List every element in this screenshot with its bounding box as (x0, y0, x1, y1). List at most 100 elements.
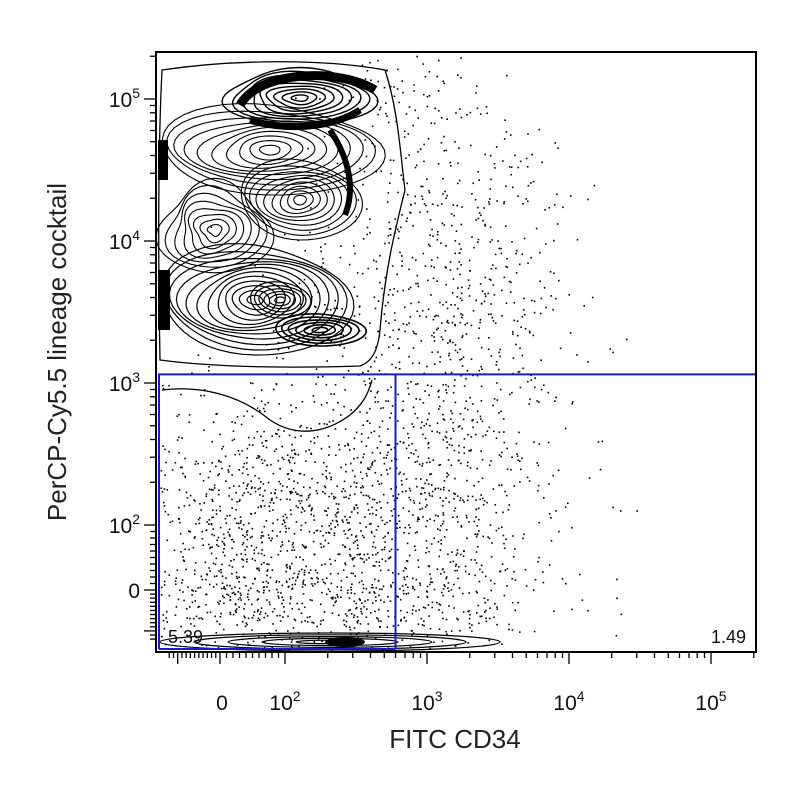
event-dot (235, 492, 237, 494)
event-dot (445, 392, 448, 394)
event-dot (439, 361, 441, 363)
event-dot (197, 606, 199, 608)
event-dot (377, 80, 379, 83)
event-dot (348, 626, 351, 628)
event-dot (232, 591, 235, 594)
event-dot (302, 508, 304, 510)
event-dot (495, 364, 498, 366)
event-dot (374, 401, 377, 403)
event-dot (448, 501, 450, 503)
event-dot (482, 503, 485, 506)
event-dot (437, 231, 439, 233)
event-dot (478, 212, 481, 214)
contour-line (166, 110, 377, 191)
event-dot (353, 616, 355, 619)
event-dot (449, 261, 452, 263)
event-dot (260, 552, 263, 555)
event-dot (406, 542, 409, 545)
event-dot (428, 191, 431, 194)
event-dot (449, 161, 451, 164)
event-dot (278, 403, 280, 405)
contour-line (265, 85, 335, 113)
event-dot (230, 560, 232, 562)
event-dot (571, 401, 574, 403)
event-dot (368, 557, 370, 559)
contour-line (294, 321, 344, 339)
event-dot (445, 436, 448, 439)
event-dot (231, 587, 233, 590)
event-dot (473, 484, 475, 487)
event-dot (243, 615, 245, 618)
event-dot (433, 340, 436, 342)
event-dot (501, 526, 503, 529)
event-dot (476, 533, 478, 536)
event-dot (247, 491, 249, 494)
event-dot (474, 533, 476, 535)
event-dot (160, 594, 163, 596)
event-dot (216, 544, 218, 546)
event-dot (447, 322, 450, 324)
event-dot (438, 59, 440, 62)
event-dot (468, 295, 471, 297)
event-dot (442, 617, 444, 620)
event-dot (459, 413, 462, 415)
event-dot (415, 449, 417, 452)
event-dot (291, 443, 293, 446)
event-dot (281, 596, 283, 599)
event-dot (380, 170, 383, 173)
event-dot (344, 171, 346, 174)
event-dot (524, 568, 527, 571)
event-dot (510, 166, 513, 169)
event-dot (441, 322, 443, 324)
event-dot (402, 91, 404, 94)
event-dot (499, 348, 501, 351)
event-dot (302, 486, 305, 488)
event-dot (202, 544, 204, 546)
event-dot (246, 529, 249, 532)
event-dot (243, 608, 245, 610)
event-dot (243, 492, 245, 494)
event-dot (508, 166, 511, 168)
event-dot (386, 444, 389, 446)
event-dot (601, 440, 604, 443)
event-dot (257, 456, 260, 459)
event-dot (340, 596, 342, 598)
event-dot (326, 423, 328, 426)
event-dot (330, 340, 332, 343)
event-dot (282, 519, 285, 521)
event-dot (417, 516, 419, 519)
event-dot (325, 577, 328, 579)
event-dot (485, 295, 487, 298)
event-dot (484, 611, 486, 613)
event-dot (371, 142, 373, 145)
event-dot (209, 611, 212, 614)
event-dot (515, 442, 518, 445)
event-dot (391, 363, 393, 366)
event-dot (540, 359, 542, 361)
contour-line (287, 319, 352, 342)
event-dot (328, 446, 331, 448)
event-dot (356, 507, 359, 509)
event-dot (298, 500, 300, 502)
event-dot (392, 344, 394, 346)
event-dot (419, 148, 422, 150)
event-dot (168, 384, 170, 387)
event-dot (366, 233, 368, 236)
contour-line (225, 280, 286, 321)
event-dot (303, 545, 305, 548)
event-dot (540, 388, 543, 391)
event-dot (425, 540, 428, 542)
event-dot (390, 386, 393, 388)
event-dot (480, 214, 482, 217)
event-dot (293, 572, 295, 575)
event-dot (460, 57, 462, 59)
event-dot (401, 490, 404, 493)
contour-line (293, 194, 307, 206)
event-dot (323, 509, 326, 512)
event-dot (483, 300, 486, 303)
event-dot (397, 514, 400, 517)
event-dot (410, 452, 412, 454)
event-dot (198, 605, 201, 608)
event-dot (438, 464, 440, 466)
event-dot (462, 611, 465, 613)
